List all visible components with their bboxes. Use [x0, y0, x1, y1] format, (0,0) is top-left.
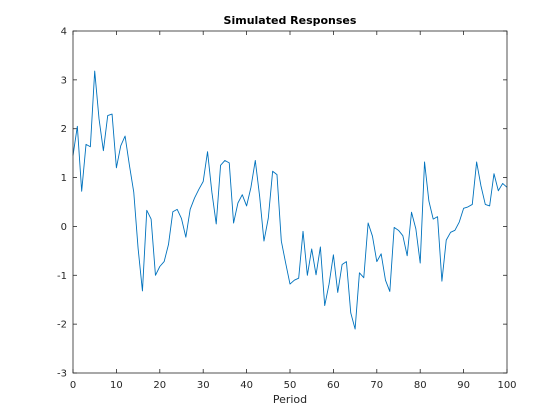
x-tick-label: 30: [197, 380, 210, 391]
x-tick-label: 40: [240, 380, 253, 391]
x-tick-label: 100: [497, 380, 516, 391]
plot-area: [73, 31, 507, 373]
plot-frame: [72, 30, 508, 374]
y-tick-label: -2: [57, 320, 67, 331]
x-tick-label: 80: [414, 380, 427, 391]
axis-ticks: 0 10 20 30 40 50 60 70 80 90 100 -3 -2 -1 0 1 2 3 4: [57, 27, 517, 392]
x-tick-label: 20: [153, 380, 166, 391]
x-tick-label: 70: [370, 380, 383, 391]
x-tick-label: 0: [70, 380, 76, 391]
y-tick-label: 3: [61, 75, 67, 86]
y-tick-label: 0: [61, 222, 67, 233]
y-tick-label: -1: [57, 271, 67, 282]
y-tick-label: 1: [61, 173, 67, 184]
y-tick-label: 4: [61, 27, 67, 38]
series-line-0: [72, 70, 508, 330]
x-tick-label: 60: [327, 380, 340, 391]
y-tick-label: 2: [61, 124, 67, 135]
x-tick-label: 10: [110, 380, 123, 391]
y-tick-label: -3: [57, 369, 67, 380]
x-axis-label: Period: [273, 393, 307, 406]
x-tick-label: 50: [284, 380, 297, 391]
x-tick-label: 90: [457, 380, 470, 391]
series-lines: [72, 70, 508, 330]
chart-title: Simulated Responses: [224, 14, 357, 27]
